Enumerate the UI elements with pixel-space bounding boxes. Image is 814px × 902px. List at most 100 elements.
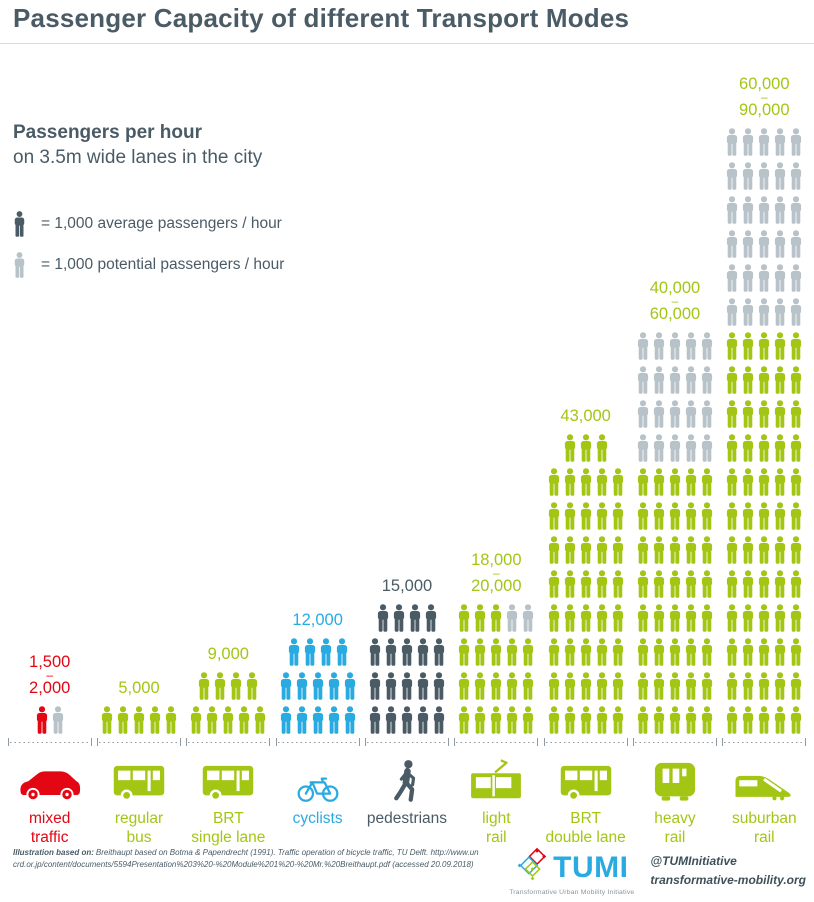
passenger-icon xyxy=(521,672,535,700)
legend-row-average: = 1,000 average passengers / hour xyxy=(13,210,284,237)
potential-passenger-icon xyxy=(636,400,650,428)
lane-width-marker xyxy=(275,738,360,746)
passenger-icon xyxy=(789,332,803,360)
passenger-icon xyxy=(253,706,267,734)
potential-passenger-icon xyxy=(789,264,803,292)
mode-label-line: rail xyxy=(664,829,686,846)
mode-label-line: regular xyxy=(114,810,164,827)
potential-passenger-icon xyxy=(725,196,739,224)
passenger-icon xyxy=(327,672,341,700)
column-light-rail: 18,000–20,000 light rail xyxy=(452,50,541,847)
column-stack: 5,000 xyxy=(94,50,183,734)
passenger-icon-row xyxy=(724,332,804,360)
column-stack: 15,000 xyxy=(362,50,451,734)
passenger-icon xyxy=(789,570,803,598)
passenger-icon xyxy=(221,706,235,734)
passenger-icon-row xyxy=(724,162,804,190)
potential-passenger-icon xyxy=(700,366,714,394)
passenger-icon xyxy=(725,638,739,666)
mode-label-line: heavy xyxy=(654,810,696,827)
potential-passenger-icon xyxy=(684,366,698,394)
passenger-icon xyxy=(611,468,625,496)
passenger-icon xyxy=(789,706,803,734)
mode-label: suburban rail xyxy=(732,809,797,847)
passenger-icon xyxy=(652,604,666,632)
passenger-icon xyxy=(668,468,682,496)
passenger-icon xyxy=(473,672,487,700)
tumi-tagline: Transformative Urban Mobility Initiative xyxy=(509,889,635,896)
passenger-icon xyxy=(384,672,398,700)
mode-label: pedestrians xyxy=(367,809,447,828)
potential-passenger-icon xyxy=(757,298,771,326)
mode-label-line: pedestrians xyxy=(366,810,448,827)
passenger-icon xyxy=(611,604,625,632)
passenger-icon-row xyxy=(635,604,715,632)
bus-icon xyxy=(201,751,255,803)
passenger-icon xyxy=(725,332,739,360)
passenger-icon xyxy=(684,604,698,632)
passenger-icon xyxy=(636,536,650,564)
passenger-icon-grid xyxy=(278,632,358,734)
passenger-icon xyxy=(384,706,398,734)
passenger-icon xyxy=(116,706,130,734)
passenger-icon xyxy=(773,468,787,496)
passenger-icon xyxy=(725,570,739,598)
passenger-icon xyxy=(197,672,211,700)
mode-label: light rail xyxy=(482,809,510,847)
capacity-number: 5,000 xyxy=(118,679,160,697)
passenger-icon xyxy=(611,570,625,598)
potential-passenger-icon xyxy=(725,230,739,258)
mode-label-line: bus xyxy=(126,829,152,846)
passenger-icon xyxy=(505,672,519,700)
potential-passenger-icon xyxy=(700,332,714,360)
passenger-icon xyxy=(489,638,503,666)
passenger-icon xyxy=(789,468,803,496)
passenger-icon xyxy=(473,706,487,734)
passenger-icon xyxy=(700,502,714,530)
passenger-icon xyxy=(295,706,309,734)
passenger-icon xyxy=(741,434,755,462)
passenger-icon xyxy=(773,434,787,462)
passenger-icon xyxy=(684,468,698,496)
passenger-icon xyxy=(368,672,382,700)
dashed-line xyxy=(99,742,179,743)
potential-passenger-icon xyxy=(652,400,666,428)
passenger-icon xyxy=(725,536,739,564)
lane-width-marker xyxy=(722,738,807,746)
passenger-icon xyxy=(547,468,561,496)
dashed-line xyxy=(188,742,269,743)
passenger-icon xyxy=(213,672,227,700)
passenger-icon xyxy=(725,502,739,530)
passenger-icon xyxy=(741,536,755,564)
capacity-number: 90,000 xyxy=(739,101,790,119)
passenger-icon xyxy=(400,672,414,700)
lane-width-marker xyxy=(97,738,181,746)
passenger-icon-grid xyxy=(456,598,536,734)
passenger-icon xyxy=(684,536,698,564)
passenger-icon-row xyxy=(724,468,804,496)
passenger-icon xyxy=(773,400,787,428)
passenger-icon-row xyxy=(724,230,804,258)
passenger-icon xyxy=(773,366,787,394)
passenger-icon xyxy=(789,434,803,462)
passenger-icon xyxy=(563,570,577,598)
passenger-icon xyxy=(757,638,771,666)
passenger-icon xyxy=(547,536,561,564)
lane-width-marker xyxy=(454,738,539,746)
passenger-icon xyxy=(279,706,293,734)
passenger-icon-row xyxy=(188,706,268,734)
passenger-icon-row xyxy=(635,536,715,564)
passenger-icon-row xyxy=(278,706,358,734)
potential-passenger-icon xyxy=(741,264,755,292)
passenger-icon xyxy=(521,706,535,734)
passenger-icon xyxy=(489,706,503,734)
passenger-icon xyxy=(311,706,325,734)
column-stack: 60,000–90,000 xyxy=(720,50,809,734)
mode-label-line: rail xyxy=(485,829,507,846)
passenger-icon xyxy=(773,502,787,530)
passenger-icon xyxy=(757,366,771,394)
passenger-icon xyxy=(741,638,755,666)
passenger-icon xyxy=(595,502,609,530)
passenger-icon xyxy=(287,638,301,666)
passenger-icon xyxy=(424,604,438,632)
